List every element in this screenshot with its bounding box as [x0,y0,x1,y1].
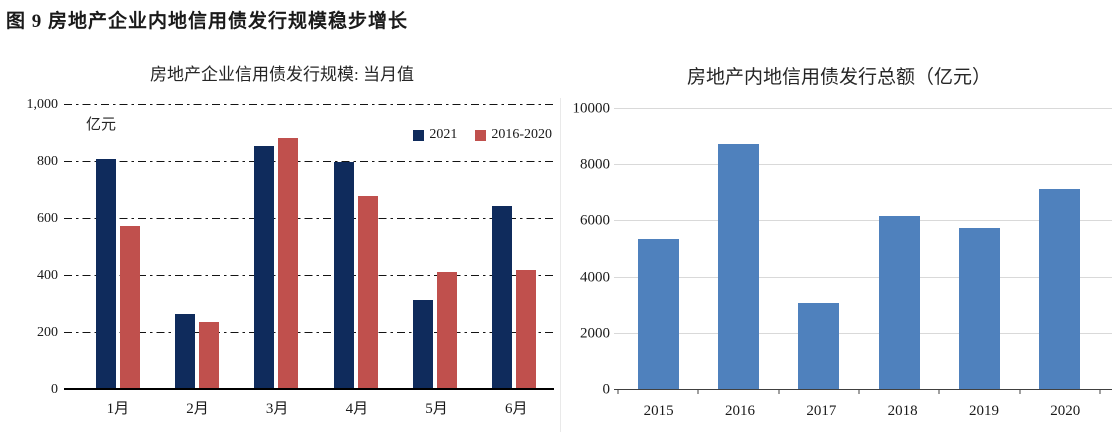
gridline [614,164,1112,166]
x-tick-label: 2017 [806,403,837,419]
y-tick-label: 600 [37,211,58,226]
legend-swatch [413,129,425,141]
bar [119,226,140,390]
legend: 2021 2016-2020 [413,127,552,143]
y-tick-label: 200 [37,325,58,340]
bar-group [779,109,859,390]
figure-title: 图 9 房地产企业内地信用债发行规模稳步增长 [6,11,409,32]
gridline [614,108,1112,109]
gridline [614,220,1112,222]
legend-swatch [475,129,487,141]
bar [198,321,219,390]
gridline [614,276,1112,278]
bar-group [316,105,395,390]
x-tick-label: 1月 [106,401,130,417]
legend-item: 2021 [413,127,457,143]
x-tick-label: 2016 [724,403,755,419]
axis-tick [617,390,619,394]
x-tick-label: 4月 [345,401,369,417]
bar-group [78,105,157,390]
y-tick-label: 1,000 [26,97,59,112]
x-axis-labels: 1月 2月 3月 4月 5月 6月 [78,397,556,418]
y-axis-labels: 0 200 400 600 800 1,000 [8,98,60,397]
y-tick-label: 4000 [580,269,610,286]
bars [78,105,554,390]
y-tick-label: 8000 [580,156,610,173]
axis-tick [697,390,699,394]
bar [95,159,116,390]
gridline [614,332,1112,334]
bar [516,270,537,390]
axis-tick [778,390,780,394]
chart-annual-total: 房地产内地信用债发行总额（亿元） 0 2000 4000 6000 8000 10000 … [560,56,1118,436]
bar-group [618,109,698,390]
bar [333,162,354,390]
bar [357,196,378,390]
y-tick-label: 2000 [580,325,610,342]
x-tick-label: 2015 [643,403,674,419]
bar-group [475,105,554,390]
gridline [64,218,554,219]
bar [278,137,299,390]
bar [637,238,679,390]
gridline [64,332,554,333]
x-tick-label: 6月 [504,401,528,417]
legend-label: 2016-2020 [491,127,552,142]
gridline [64,104,554,105]
y-tick-label: 0 [602,381,611,398]
x-tick-label: 2月 [186,401,209,417]
bar [717,144,759,390]
y-axis-labels: 0 2000 4000 6000 8000 10000 [560,101,612,397]
y-axis-unit-label: 亿元 [86,117,117,133]
x-tick-label: 5月 [425,401,448,417]
axis-tick [938,390,940,394]
plot-area: 亿元 2021 2016-2020 [64,104,554,390]
bar [958,228,1000,390]
bar-group [157,105,236,390]
x-tick-label: 3月 [265,401,289,417]
y-tick-label: 0 [51,382,58,397]
x-axis-line [64,388,554,390]
plot-area [614,108,1112,394]
y-tick-label: 400 [37,268,58,283]
axis-ticks [617,390,1101,395]
bar-group [939,109,1019,390]
bar-group [859,109,939,390]
y-tick-label: 800 [37,154,58,169]
x-axis-labels: 2015 2016 2017 2018 2019 2020 [618,403,1106,420]
axis-tick [1099,390,1101,394]
legend-label: 2021 [429,127,458,142]
bar-group [395,105,474,390]
bar [1039,189,1081,390]
x-tick-label: 2018 [887,403,918,419]
x-axis-line [614,389,1112,390]
bar [436,271,457,390]
bar-group [698,109,778,390]
bars [618,109,1100,390]
axis-tick [1019,390,1021,394]
bar-group [237,105,316,390]
chart-monthly-issuance: 房地产企业信用债发行规模: 当月值 0 200 400 600 800 1,000 亿元 … [8,56,556,436]
x-tick-label: 2019 [968,403,999,419]
gridline [64,275,554,276]
y-tick-label: 6000 [580,212,610,229]
bar [174,314,195,390]
bar-group [1020,109,1100,390]
bar [878,215,920,390]
chart-title: 房地产企业信用债发行规模: 当月值 [150,65,414,84]
legend-item: 2016-2020 [475,127,552,143]
bar [412,300,433,390]
y-tick-label: 10000 [572,100,611,117]
gridline [64,161,554,162]
x-tick-label: 2020 [1050,403,1081,419]
axis-tick [858,390,860,394]
chart-title: 房地产内地信用债发行总额（亿元） [686,67,991,88]
bar [798,302,840,390]
bar [492,206,513,390]
bar [254,146,275,390]
